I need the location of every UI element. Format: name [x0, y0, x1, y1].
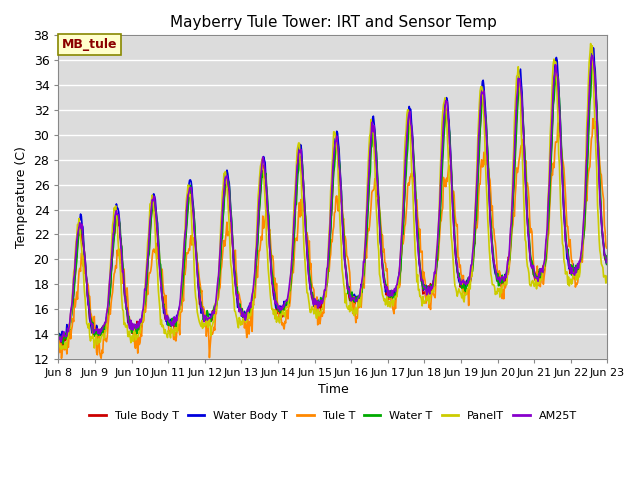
Text: MB_tule: MB_tule [62, 38, 118, 51]
Tule T [416, 226, 424, 232]
AM25T [416, 264, 424, 270]
X-axis label: Time: Time [317, 384, 348, 396]
Tule T [54, 350, 62, 356]
Tule Body T [590, 56, 598, 62]
Water Body T [177, 297, 185, 303]
PanelT [122, 324, 129, 330]
Tule T [603, 245, 611, 251]
AM25T [206, 314, 214, 320]
Water T [54, 330, 62, 336]
Tule Body T [400, 206, 408, 212]
Tule T [206, 343, 214, 348]
Water T [400, 209, 408, 215]
Line: Tule T: Tule T [58, 119, 607, 358]
Tule Body T [603, 261, 611, 266]
AM25T [65, 324, 73, 330]
Line: Water T: Water T [58, 65, 607, 344]
Line: AM25T: AM25T [58, 55, 607, 342]
PanelT [587, 41, 595, 47]
Line: Water Body T: Water Body T [58, 48, 607, 339]
Water T [588, 62, 596, 68]
PanelT [400, 173, 408, 179]
PanelT [54, 345, 62, 350]
Water T [122, 293, 129, 299]
Tule T [400, 236, 408, 241]
Water Body T [65, 331, 73, 337]
Water Body T [416, 265, 424, 271]
Tule T [65, 332, 73, 338]
Water Body T [603, 261, 611, 267]
Legend: Tule Body T, Water Body T, Tule T, Water T, PanelT, AM25T: Tule Body T, Water Body T, Tule T, Water… [85, 407, 581, 425]
Water T [206, 317, 214, 323]
AM25T [122, 297, 129, 303]
Water Body T [54, 330, 62, 336]
Tule T [177, 309, 185, 315]
Tule T [58, 355, 65, 361]
PanelT [416, 294, 424, 300]
PanelT [58, 347, 65, 352]
Tule Body T [59, 344, 67, 350]
Water T [59, 341, 67, 347]
Water Body T [588, 45, 596, 50]
AM25T [57, 339, 65, 345]
Water T [416, 262, 424, 268]
Title: Mayberry Tule Tower: IRT and Sensor Temp: Mayberry Tule Tower: IRT and Sensor Temp [170, 15, 497, 30]
Tule Body T [416, 265, 424, 271]
Water T [177, 298, 185, 304]
AM25T [603, 260, 611, 265]
Tule Body T [206, 318, 214, 324]
Water T [65, 325, 73, 331]
Tule Body T [122, 292, 129, 298]
Tule Body T [65, 328, 73, 334]
Tule Body T [54, 339, 62, 345]
Line: Tule Body T: Tule Body T [58, 59, 607, 347]
PanelT [177, 290, 185, 296]
AM25T [400, 194, 408, 200]
PanelT [206, 323, 214, 328]
AM25T [177, 284, 185, 289]
AM25T [588, 52, 596, 58]
AM25T [54, 336, 62, 342]
Y-axis label: Temperature (C): Temperature (C) [15, 146, 28, 248]
Water Body T [57, 336, 65, 342]
Tule T [589, 116, 596, 121]
PanelT [603, 273, 611, 279]
Tule T [122, 299, 129, 305]
Water T [603, 262, 611, 267]
Tule Body T [177, 294, 185, 300]
Line: PanelT: PanelT [58, 44, 607, 349]
PanelT [65, 322, 73, 327]
Water Body T [206, 312, 214, 317]
Water Body T [400, 209, 408, 215]
Water Body T [122, 300, 129, 306]
